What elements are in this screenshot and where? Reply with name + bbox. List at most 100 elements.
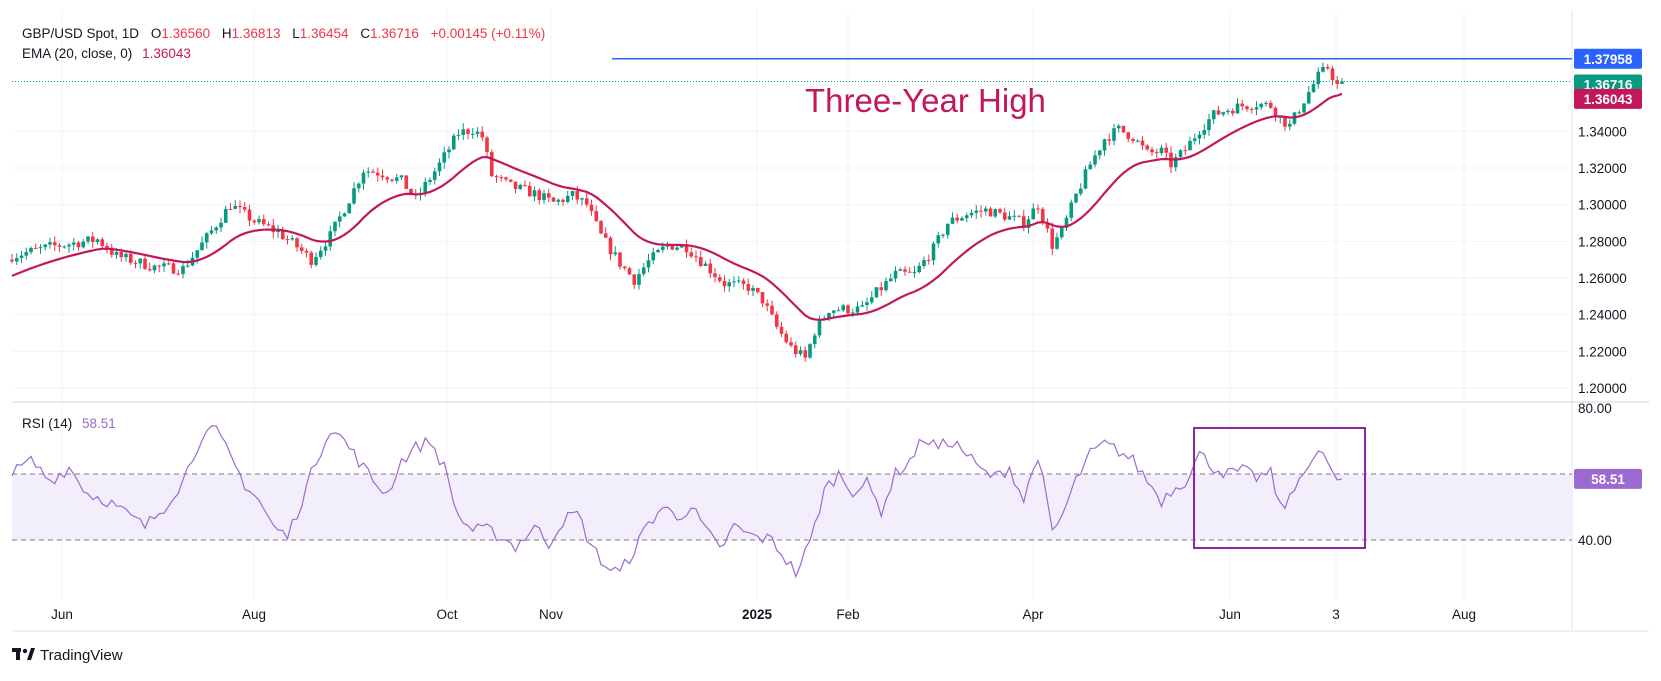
candle	[808, 343, 812, 359]
x-tick-label: 2025	[742, 607, 773, 622]
candle	[1002, 207, 1007, 222]
candle	[675, 245, 679, 251]
rsi-band	[12, 473, 1572, 541]
candle	[14, 253, 19, 265]
candle	[860, 300, 865, 308]
candle	[1093, 150, 1097, 168]
candle	[732, 276, 736, 288]
candle	[950, 212, 955, 225]
candle	[347, 202, 352, 214]
candle	[1235, 98, 1240, 114]
candle	[489, 149, 494, 178]
candle	[1335, 75, 1340, 90]
candle	[1245, 105, 1249, 112]
candle	[285, 235, 290, 245]
candle	[722, 275, 727, 292]
candle	[603, 227, 608, 239]
rsi-band-fill	[12, 474, 1572, 540]
candle	[969, 209, 974, 219]
candle	[546, 188, 551, 203]
x-tick-label: Jun	[51, 607, 73, 622]
candle	[1283, 116, 1287, 132]
candle	[299, 243, 304, 255]
candle	[898, 267, 903, 272]
candle	[556, 198, 561, 206]
candle	[394, 173, 399, 184]
candle	[998, 207, 1002, 215]
candle	[941, 233, 945, 239]
candle	[1088, 161, 1093, 170]
candle	[1135, 139, 1140, 143]
change-value: +0.00145 (+0.11%)	[431, 26, 546, 41]
candle	[90, 232, 95, 248]
candle	[988, 206, 993, 217]
candle	[109, 243, 114, 258]
candle	[95, 238, 100, 245]
candle	[428, 177, 432, 186]
candle	[955, 213, 960, 224]
candle	[1069, 199, 1074, 222]
candle	[599, 219, 603, 235]
candle	[1297, 110, 1302, 115]
candle	[1031, 203, 1036, 220]
candle	[242, 202, 247, 213]
candle	[38, 244, 43, 254]
candle	[979, 205, 983, 218]
candle	[432, 167, 437, 185]
candle	[233, 200, 238, 210]
candle	[589, 199, 594, 216]
rsi-level-label: 40.00	[1578, 533, 1612, 548]
x-tick-label: Feb	[836, 607, 859, 622]
candle	[879, 281, 884, 296]
candle	[1121, 125, 1126, 134]
candle	[698, 250, 703, 268]
candle	[1292, 112, 1297, 126]
candle	[437, 158, 442, 177]
candle	[1340, 78, 1344, 84]
candle	[29, 246, 33, 255]
candle	[219, 217, 223, 233]
ema-legend-value: 1.36043	[142, 46, 191, 61]
header-legend: GBP/USD Spot, 1D O1.36560 H1.36813 L1.36…	[22, 26, 545, 41]
candle	[1249, 107, 1254, 114]
candle	[945, 223, 950, 239]
candle	[447, 146, 451, 159]
candle	[888, 273, 893, 283]
candle	[641, 262, 646, 277]
low-label: L	[292, 26, 300, 41]
candle	[903, 266, 907, 276]
candle	[770, 300, 774, 316]
y-tick-label: 1.30000	[1578, 198, 1627, 213]
price-levels	[12, 58, 1572, 83]
candle	[703, 260, 708, 267]
candle	[1078, 183, 1083, 196]
candle	[1211, 109, 1216, 125]
candle	[228, 203, 233, 210]
candle	[147, 262, 152, 272]
candle	[328, 225, 333, 251]
candle	[741, 278, 746, 290]
candle	[181, 263, 185, 279]
candle	[390, 178, 394, 183]
candle	[803, 346, 808, 362]
candle	[1254, 101, 1259, 116]
resistance-price-tag-text: 1.37958	[1584, 52, 1633, 67]
candle	[622, 265, 627, 271]
candle	[475, 127, 480, 138]
candle	[19, 250, 24, 263]
candle	[1107, 133, 1112, 146]
candle	[470, 127, 475, 140]
candle	[931, 241, 936, 266]
candle	[893, 266, 898, 283]
candle	[361, 169, 366, 191]
candle	[86, 236, 90, 244]
candle	[399, 174, 404, 181]
candle	[1202, 123, 1207, 139]
candle	[204, 232, 209, 249]
candle	[1159, 145, 1164, 156]
candle	[100, 236, 105, 249]
candle	[1311, 80, 1316, 93]
candle	[352, 182, 356, 205]
candle	[323, 241, 328, 256]
